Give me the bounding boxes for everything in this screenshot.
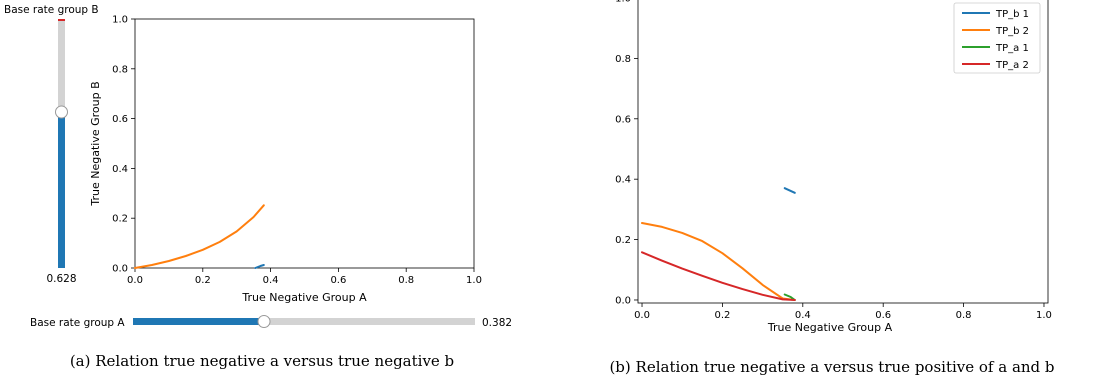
slider-a-fill	[133, 318, 264, 325]
chart-b-x-tick-label: 0.2	[714, 310, 730, 321]
chart-a-y-tick-label: 0.8	[112, 64, 128, 75]
chart-b-x-tick-label: 1.0	[1036, 310, 1052, 321]
chart-b-x-axis-label: True Negative Group A	[767, 321, 893, 334]
chart-a-y-axis-label: True Negative Group B	[89, 81, 102, 206]
chart-b-series-tp-b-1-line	[783, 187, 796, 194]
slider-a-track[interactable]	[133, 318, 475, 325]
chart-a-series-1-line	[134, 204, 265, 269]
legend-label-tp-a-2: TP_a 2	[995, 60, 1029, 71]
slider-b-max-marker	[58, 19, 65, 21]
chart-a-x-tick-label: 0.0	[127, 275, 143, 286]
slider-b-handle[interactable]	[55, 105, 68, 119]
chart-a-x-tick-label: 0.2	[195, 275, 211, 286]
slider-b-label: Base rate group B	[4, 4, 99, 16]
slider-a-handle[interactable]	[257, 315, 271, 328]
chart-a-y-tick-label: 0.0	[112, 264, 128, 275]
chart-a-plot-area	[134, 18, 475, 269]
legend-label-tp-a-1: TP_a 1	[995, 43, 1029, 54]
legend-box	[953, 2, 1041, 74]
slider-a-label: Base rate group A	[30, 317, 125, 329]
chart-a-y-tick-label: 1.0	[112, 15, 128, 26]
chart-a-y-tick-label: 0.4	[112, 164, 128, 175]
chart-b-series-tp-b-2-line	[641, 222, 796, 301]
chart-b-x-tick-label: 0.0	[634, 310, 650, 321]
slider-b-value: 0.628	[46, 273, 76, 285]
chart-b-y-tick-label: 0.4	[615, 175, 631, 186]
chart-a: 0.0 0.2 0.4 0.6 0.8 1.0 0.0 0.2 0.4 0.6 0.8 1.0 Tru…	[89, 15, 482, 305]
chart-b: 0.0 0.2 0.4 0.6 0.8 1.0 0.0 0.2 0.4 0.6 0.8 1.0 Tru…	[615, 0, 1052, 334]
chart-b-y-tick-label: 1.0	[615, 0, 631, 5]
slider-a-value: 0.382	[482, 317, 512, 329]
chart-b-y-tick-label: 0.6	[615, 114, 631, 125]
legend-label-tp-b-2: TP_b 2	[995, 26, 1029, 37]
chart-b-x-tick-label: 0.6	[875, 310, 891, 321]
chart-a-y-tick-label: 0.6	[112, 114, 128, 125]
chart-b-x-tick-label: 0.4	[795, 310, 811, 321]
chart-b-series-tp-a-2-line	[641, 251, 796, 301]
chart-a-x-tick-label: 0.6	[330, 275, 346, 286]
chart-b-y-tick-label: 0.2	[615, 235, 631, 246]
chart-b-legend: TP_b 1 TP_b 2 TP_a 1 TP_a 2	[953, 2, 1041, 74]
chart-a-x-tick-label: 0.4	[263, 275, 279, 286]
chart-b-y-tick-label: 0.0	[615, 295, 631, 306]
chart-a-x-tick-label: 1.0	[466, 275, 482, 286]
chart-a-y-tick-label: 0.2	[112, 214, 128, 225]
chart-b-y-tick-label: 0.8	[615, 54, 631, 65]
caption-a: (a) Relation true negative a versus true…	[70, 352, 454, 370]
chart-b-x-tick-label: 0.8	[956, 310, 972, 321]
chart-a-series-2-line	[254, 264, 265, 269]
caption-b: (b) Relation true negative a versus true…	[609, 358, 1054, 376]
slider-b-fill	[58, 112, 65, 268]
chart-a-x-tick-label: 0.8	[398, 275, 414, 286]
legend-label-tp-b-1: TP_b 1	[995, 9, 1029, 20]
chart-a-x-axis-label: True Negative Group A	[241, 291, 367, 304]
